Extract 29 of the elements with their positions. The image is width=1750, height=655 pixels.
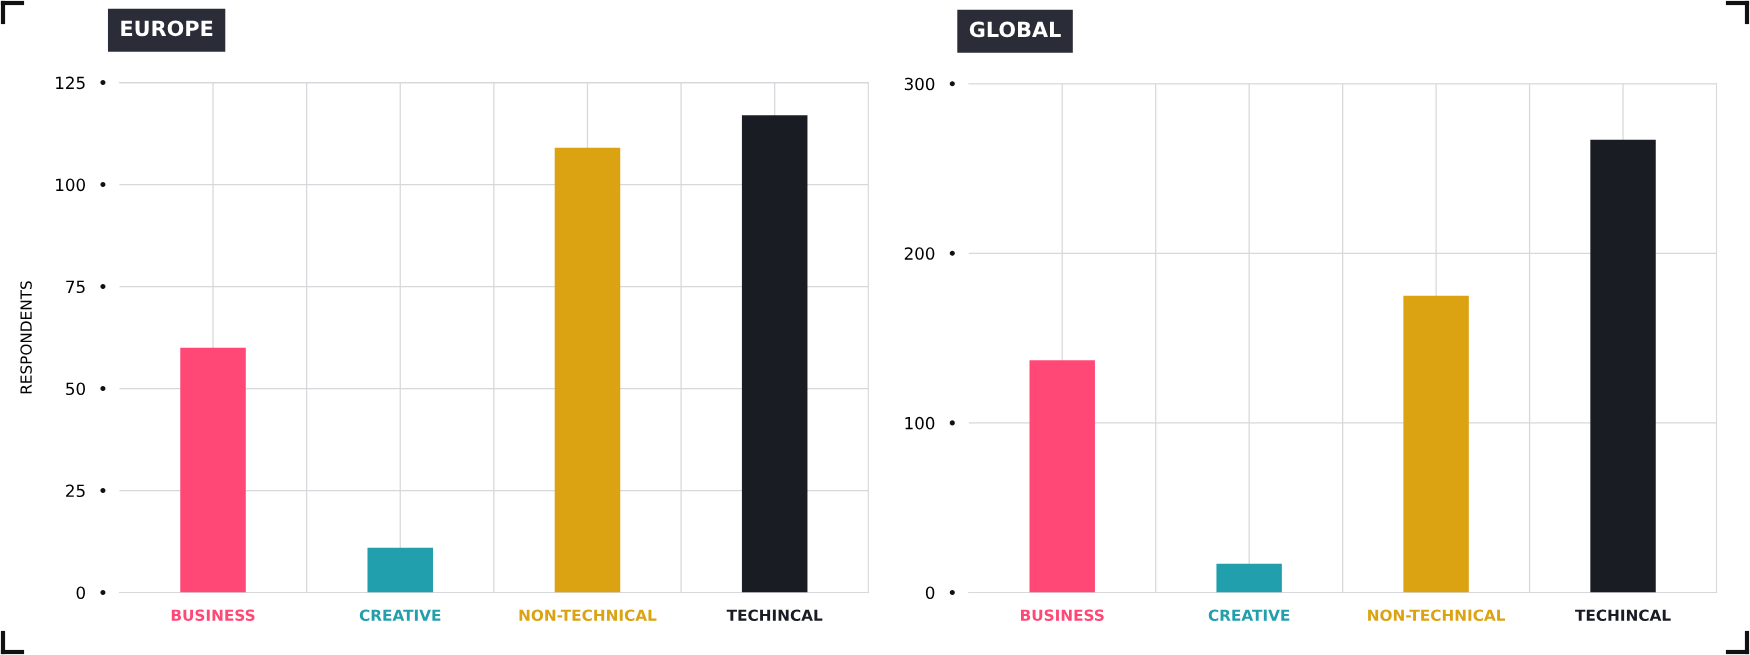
y-tick-label: 75 bbox=[66, 280, 85, 294]
y-tick-label: 0 bbox=[925, 586, 935, 600]
y-tick-label: 125 bbox=[56, 76, 85, 90]
y-tick-label: 100 bbox=[56, 178, 85, 192]
y-axis-title: RESPONDENTS bbox=[20, 281, 32, 394]
bar bbox=[1216, 563, 1282, 593]
y-tick-label: 100 bbox=[905, 416, 935, 430]
y-tick-label: 50 bbox=[66, 382, 85, 396]
x-tick-label: BUSINESS bbox=[1020, 609, 1104, 622]
bar bbox=[1029, 360, 1095, 593]
y-tick-label: 0 bbox=[76, 586, 85, 600]
y-tick-label: 25 bbox=[66, 484, 85, 498]
x-tick-label: TECHINCAL bbox=[726, 609, 823, 622]
y-tick-label: 300 bbox=[904, 77, 935, 91]
bar bbox=[180, 347, 246, 593]
chart-title: EUROPE bbox=[121, 20, 213, 37]
x-tick-label: TECHINCAL bbox=[1575, 609, 1671, 622]
y-tick-label: 200 bbox=[904, 247, 935, 260]
bar bbox=[367, 547, 434, 593]
bar bbox=[1590, 139, 1656, 593]
x-tick-label: BUSINESS bbox=[171, 609, 255, 622]
x-tick-label: CREATIVE bbox=[1208, 609, 1290, 622]
x-tick-label: NON-TECHNICAL bbox=[1368, 609, 1506, 622]
bar bbox=[741, 115, 808, 593]
chart-title: GLOBAL bbox=[969, 21, 1061, 38]
x-tick-label: CREATIVE bbox=[359, 609, 441, 622]
bar bbox=[1403, 295, 1469, 593]
bar bbox=[554, 147, 621, 593]
x-tick-label: NON-TECHNICAL bbox=[519, 609, 657, 622]
